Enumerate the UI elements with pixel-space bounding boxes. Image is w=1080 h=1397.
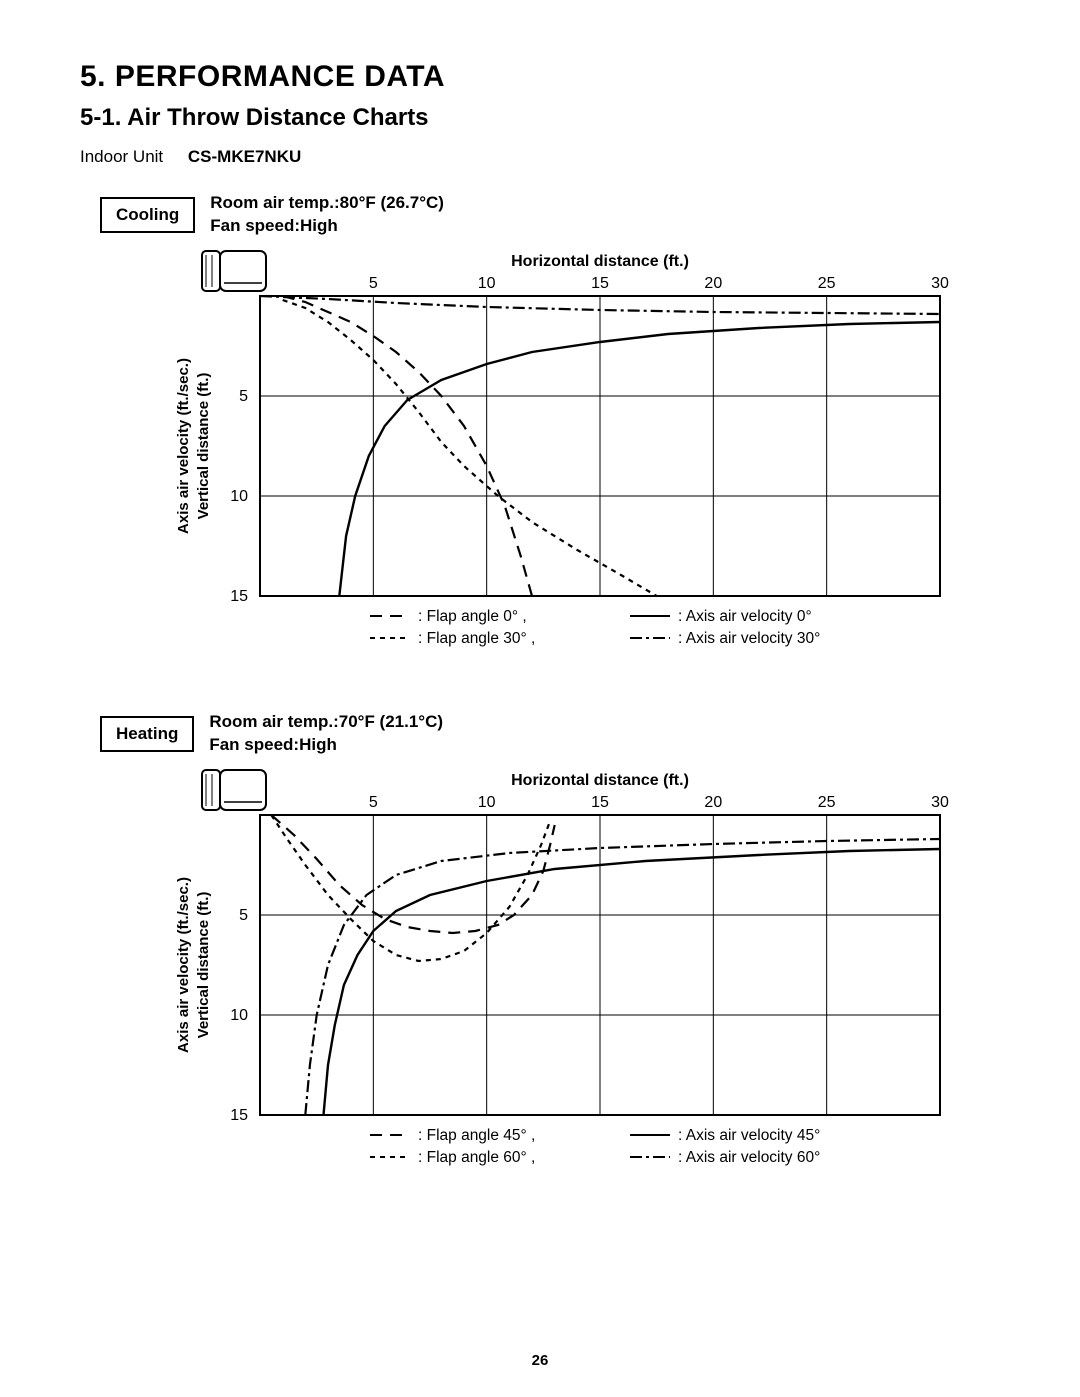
x-tick: 20 [704, 794, 722, 811]
subsection-title: 5-1. Air Throw Distance Charts [80, 104, 1000, 132]
cooling-header: Cooling Room air temp.:80°F (26.7°C) Fan… [100, 192, 1000, 238]
legend-vel-b: : Axis air velocity 60° [678, 1149, 820, 1166]
x-tick: 5 [369, 275, 378, 292]
cooling-cond-2: Fan speed:High [210, 215, 444, 238]
x-axis-title: Horizontal distance (ft.) [511, 253, 689, 270]
cooling-mode-box: Cooling [100, 197, 195, 233]
cooling-conditions: Room air temp.:80°F (26.7°C) Fan speed:H… [210, 192, 444, 238]
heating-cond-1: Room air temp.:70°F (21.1°C) [209, 711, 443, 734]
unit-line: Indoor Unit CS-MKE7NKU [80, 147, 1000, 167]
y-tick: 15 [230, 1107, 248, 1124]
x-tick: 20 [704, 275, 722, 292]
curve-vel45 [324, 849, 941, 1115]
legend-vel-a: : Axis air velocity 0° [678, 608, 812, 625]
page-number: 26 [0, 1352, 1080, 1369]
x-tick: 25 [818, 275, 836, 292]
y-axis-title-2: Vertical distance (ft.) [195, 891, 212, 1038]
x-tick: 25 [818, 794, 836, 811]
section-title: 5. PERFORMANCE DATA [80, 60, 1000, 94]
curve-flap30 [283, 300, 657, 596]
x-tick: 5 [369, 794, 378, 811]
x-tick: 10 [478, 794, 496, 811]
legend-vel-b: : Axis air velocity 30° [678, 630, 820, 647]
x-axis-title: Horizontal distance (ft.) [511, 772, 689, 789]
unit-model: CS-MKE7NKU [188, 147, 301, 166]
heating-header: Heating Room air temp.:70°F (21.1°C) Fan… [100, 711, 1000, 757]
x-tick: 30 [931, 275, 949, 292]
y-tick: 10 [230, 1007, 248, 1024]
y-axis-title-2: Vertical distance (ft.) [195, 373, 212, 520]
unit-label: Indoor Unit [80, 147, 163, 166]
curve-flap60 [271, 815, 550, 961]
cooling-chart: Horizontal distance (ft.) 5 10 15 20 25 30 5 10 1… [140, 246, 960, 671]
heating-cond-2: Fan speed:High [209, 734, 443, 757]
y-tick: 15 [230, 588, 248, 605]
cooling-cond-1: Room air temp.:80°F (26.7°C) [210, 192, 444, 215]
y-tick: 10 [230, 488, 248, 505]
legend-flap-b: : Flap angle 30° , [418, 630, 535, 647]
legend-flap-b: : Flap angle 60° , [418, 1149, 535, 1166]
y-tick: 5 [239, 388, 248, 405]
y-axis-title-1: Axis air velocity (ft./sec.) [175, 358, 192, 534]
legend-flap-a: : Flap angle 0° , [418, 608, 527, 625]
curve-vel60 [305, 839, 940, 1115]
y-axis-title-1: Axis air velocity (ft./sec.) [175, 877, 192, 1053]
x-tick: 30 [931, 794, 949, 811]
legend-flap-a: : Flap angle 45° , [418, 1127, 535, 1144]
curve-vel0 [339, 322, 940, 596]
heating-conditions: Room air temp.:70°F (21.1°C) Fan speed:H… [209, 711, 443, 757]
heating-mode-box: Heating [100, 716, 194, 752]
y-tick: 5 [239, 907, 248, 924]
x-tick: 15 [591, 275, 609, 292]
x-tick: 15 [591, 794, 609, 811]
curve-flap0 [283, 296, 532, 596]
heating-chart: Horizontal distance (ft.) 5 10 15 20 25 30 5 10 1… [140, 765, 960, 1190]
x-tick: 10 [478, 275, 496, 292]
legend-vel-a: : Axis air velocity 45° [678, 1127, 820, 1144]
